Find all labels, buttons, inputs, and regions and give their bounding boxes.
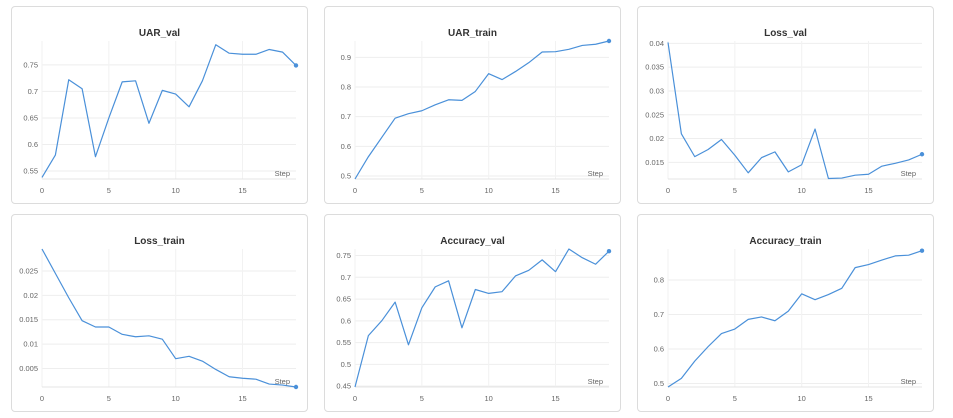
chart-plot: 0.55 0.6 0.65 0.7 0.75 0 5 10 15 Step — [23, 41, 299, 195]
chart-title: Loss_val — [764, 28, 807, 39]
y-tick-label: 0.6 — [341, 142, 351, 151]
series-line — [667, 250, 923, 388]
y-tick-label: 0.9 — [341, 53, 351, 62]
x-tick-label: 5 — [733, 394, 737, 403]
chart-title: UAR_train — [448, 28, 497, 39]
x-tick-label: 0 — [40, 394, 44, 403]
series-line — [667, 42, 923, 180]
x-tick-label: 0 — [353, 186, 357, 195]
y-tick-label: 0.7 — [28, 87, 38, 96]
x-axis-label: Step — [275, 169, 290, 178]
y-tick-label: 0.6 — [654, 345, 664, 354]
x-tick-label: 15 — [551, 394, 559, 403]
x-tick-label: 15 — [238, 394, 246, 403]
x-tick-label: 5 — [420, 186, 424, 195]
y-tick-label: 0.75 — [336, 251, 351, 260]
y-tick-label: 0.015 — [645, 158, 664, 167]
x-axis-label: Step — [901, 169, 916, 178]
chart-panel-loss-val: Loss_val 0.015 0.02 0.025 0.03 0.035 0.04 0 5 10… — [637, 6, 934, 204]
chart-plot: 0.005 0.01 0.015 0.02 0.025 0 5 10 15 Step — [19, 248, 299, 403]
x-tick-label: 0 — [666, 186, 670, 195]
y-tick-label: 0.65 — [23, 113, 38, 122]
x-tick-label: 15 — [864, 394, 872, 403]
series-line — [354, 248, 610, 388]
y-tick-label: 0.6 — [341, 316, 351, 325]
chart-plot: 0.015 0.02 0.025 0.03 0.035 0.04 0 5 10 15 Step — [645, 39, 925, 195]
chart-plot: 0.5 0.6 0.7 0.8 0.9 0 5 10 15 Step — [341, 38, 612, 195]
chart-title: Loss_train — [134, 236, 185, 247]
chart-panel-accuracy-val: Accuracy_val 0.45 0.5 0.55 0.6 0.65 0.7 0.75 0 5… — [324, 214, 621, 412]
y-tick-label: 0.65 — [336, 295, 351, 304]
y-tick-label: 0.04 — [649, 39, 664, 48]
y-tick-label: 0.03 — [649, 86, 664, 95]
x-tick-label: 10 — [798, 186, 806, 195]
x-axis-label: Step — [275, 377, 290, 386]
y-tick-label: 0.8 — [654, 276, 664, 285]
last-point-marker — [293, 384, 299, 390]
chart-plot: 0.5 0.6 0.7 0.8 0 5 10 15 Step — [654, 248, 925, 403]
x-tick-label: 0 — [666, 394, 670, 403]
last-point-marker — [919, 248, 925, 253]
y-tick-label: 0.025 — [645, 110, 664, 119]
last-point-marker — [293, 63, 299, 68]
chart-title: Accuracy_val — [440, 236, 505, 247]
y-tick-label: 0.5 — [341, 360, 351, 369]
y-tick-label: 0.5 — [654, 379, 664, 388]
x-tick-label: 0 — [40, 186, 44, 195]
y-tick-label: 0.7 — [654, 310, 664, 319]
x-tick-label: 10 — [172, 394, 180, 403]
last-point-marker — [919, 152, 925, 157]
y-tick-label: 0.6 — [28, 140, 38, 149]
x-tick-label: 5 — [107, 394, 111, 403]
x-tick-label: 10 — [485, 394, 493, 403]
x-tick-label: 0 — [353, 394, 357, 403]
x-axis-label: Step — [901, 377, 916, 386]
y-tick-label: 0.015 — [19, 315, 38, 324]
y-tick-label: 0.01 — [23, 340, 38, 349]
y-tick-label: 0.75 — [23, 60, 38, 69]
y-tick-label: 0.55 — [336, 338, 351, 347]
chart-title: UAR_val — [138, 28, 181, 39]
y-tick-label: 0.55 — [23, 167, 38, 176]
x-axis-label: Step — [588, 169, 603, 178]
chart-plot: 0.45 0.5 0.55 0.6 0.65 0.7 0.75 0 5 10 15 Step — [336, 248, 612, 403]
x-tick-label: 10 — [798, 394, 806, 403]
y-tick-label: 0.7 — [341, 273, 351, 282]
x-axis-label: Step — [588, 377, 603, 386]
x-tick-label: 15 — [551, 186, 559, 195]
y-tick-label: 0.7 — [341, 112, 351, 121]
chart-panel-uar-train: UAR_train 0.5 0.6 0.7 0.8 0.9 0 5 10 15 Step — [324, 6, 621, 204]
x-tick-label: 5 — [107, 186, 111, 195]
y-tick-label: 0.025 — [19, 266, 38, 275]
y-tick-label: 0.45 — [336, 382, 351, 391]
y-tick-label: 0.02 — [23, 291, 38, 300]
series-line — [41, 248, 297, 388]
y-tick-label: 0.5 — [341, 172, 351, 181]
x-tick-label: 5 — [733, 186, 737, 195]
x-tick-label: 10 — [485, 186, 493, 195]
chart-panel-uar-val: UAR_val 0.55 0.6 0.65 0.7 0.75 0 5 10 15 Step — [11, 6, 308, 204]
y-tick-label: 0.005 — [19, 364, 38, 373]
chart-title: Accuracy_train — [749, 236, 822, 247]
x-tick-label: 10 — [172, 186, 180, 195]
x-tick-label: 15 — [238, 186, 246, 195]
series-line — [41, 44, 297, 178]
x-tick-label: 5 — [420, 394, 424, 403]
series-line — [354, 40, 610, 180]
y-tick-label: 0.02 — [649, 134, 664, 143]
last-point-marker — [606, 38, 612, 44]
last-point-marker — [606, 248, 612, 254]
x-tick-label: 15 — [864, 186, 872, 195]
chart-panel-loss-train: Loss_train 0.005 0.01 0.015 0.02 0.025 0 5 10 15… — [11, 214, 308, 412]
chart-panel-accuracy-train: Accuracy_train 0.5 0.6 0.7 0.8 0 5 10 15 Step — [637, 214, 934, 412]
y-tick-label: 0.035 — [645, 63, 664, 72]
y-tick-label: 0.8 — [341, 83, 351, 92]
